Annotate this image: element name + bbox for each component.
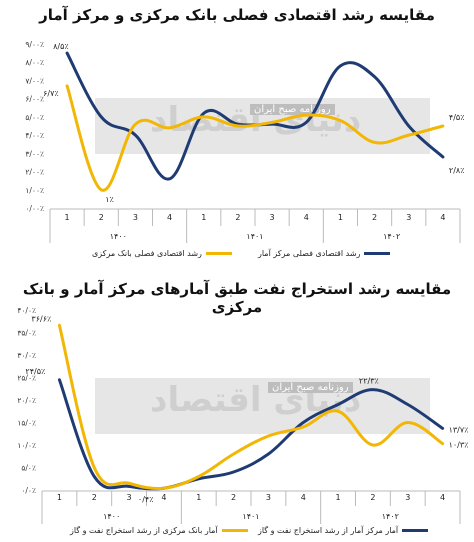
data-label: ۱۳/۷٪ — [449, 425, 469, 434]
data-label: ۲/۸٪ — [449, 166, 465, 175]
x-tick-label: 3 — [266, 493, 271, 502]
x-tick-label: 4 — [440, 493, 445, 502]
legend-swatch — [364, 252, 391, 255]
data-label: ۴/۵٪ — [449, 113, 465, 122]
x-tick-label: 2 — [92, 493, 97, 502]
x-tick-label: 4 — [304, 213, 309, 222]
x-tick-label: 2 — [231, 493, 236, 502]
x-tick-label: 3 — [127, 493, 132, 502]
x-tick-label: 4 — [440, 213, 445, 222]
legend-item: آمار مرکز آمار از رشد استخراج نفت و گاز — [258, 526, 429, 535]
legend-label: رشد اقتصادی فصلی بانک مرکزی — [92, 249, 202, 258]
y-tick-label: ۳/۰۰٪ — [25, 149, 44, 158]
legend-label: رشد اقتصادی فصلی مرکز آمار — [258, 249, 361, 258]
x-tick-label: 2 — [235, 213, 240, 222]
x-tick-label: 1 — [65, 213, 70, 222]
watermark-subtext: روزنامه صبح ایران — [268, 382, 353, 393]
chart-title: مقایسه رشد استخراج نفت طبق آمارهای مرکز … — [22, 280, 452, 316]
series-line — [57, 378, 445, 491]
watermark-band — [95, 378, 430, 434]
y-tick-label: ۲۵/۰٪ — [17, 374, 36, 383]
x-tick-label: 4 — [161, 493, 166, 502]
data-label: ۱٪ — [105, 195, 114, 204]
y-tick-label: ۴/۰۰٪ — [25, 131, 44, 140]
y-tick-label: ۸/۰۰٪ — [25, 58, 44, 67]
y-tick-label: ۲۰/۰٪ — [17, 396, 36, 405]
x-tick-label: 3 — [405, 493, 410, 502]
x-tick-label: 3 — [406, 213, 411, 222]
y-tick-label: ۷/۰۰٪ — [25, 76, 44, 85]
x-tick-label: 2 — [370, 493, 375, 502]
x-tick-label: 4 — [301, 493, 306, 502]
x-group-label: ۱۴۰۲ — [383, 232, 400, 241]
y-tick-label: ۶/۰۰٪ — [25, 95, 44, 104]
y-tick-label: ۲/۰۰٪ — [25, 168, 44, 177]
data-label: ۶/۷٪ — [43, 89, 59, 98]
series-line — [57, 323, 445, 490]
legend-swatch — [221, 529, 248, 532]
legend-item: رشد اقتصادی فصلی مرکز آمار — [258, 249, 391, 258]
legend-label: آمار مرکز آمار از رشد استخراج نفت و گاز — [258, 526, 399, 535]
x-tick-label: 3 — [133, 213, 138, 222]
y-tick-label: ۱۰/۰٪ — [17, 441, 36, 450]
chart-economic-growth: مقایسه رشد اقتصادی فصلی بانک مرکزی و مرک… — [25, 6, 465, 258]
x-group-label: ۱۴۰۱ — [242, 512, 259, 521]
x-tick-label: 1 — [336, 493, 341, 502]
y-tick-label: ۳۰/۰٪ — [17, 351, 36, 360]
y-tick-label: ۵/۰٪ — [21, 464, 36, 473]
x-group-label: ۱۴۰۱ — [246, 232, 263, 241]
y-tick-label: ۱۵/۰٪ — [17, 419, 36, 428]
x-group-label: ۱۴۰۰ — [103, 512, 120, 521]
data-label: ۸/۵٪ — [53, 42, 69, 51]
x-tick-label: 1 — [338, 213, 343, 222]
y-tick-label: ۰/۰٪ — [21, 486, 36, 495]
x-tick-label: 1 — [201, 213, 206, 222]
legend-item: رشد اقتصادی فصلی بانک مرکزی — [92, 249, 232, 258]
x-group-label: ۱۴۰۰ — [110, 232, 127, 241]
watermark-subtext: روزنامه صبح ایران — [250, 104, 335, 115]
x-tick-label: 1 — [196, 493, 201, 502]
legend-swatch — [205, 252, 232, 255]
data-label: ۲۲/۳٪ — [359, 377, 379, 386]
x-tick-label: 3 — [270, 213, 275, 222]
y-tick-label: ۴۰/۰٪ — [17, 306, 36, 315]
y-tick-label: ۰/۰۰٪ — [25, 204, 44, 213]
plot-area: ۰/۰۰٪ ۱/۰۰٪ ۲/۰۰٪ ۳/۰۰٪ ۴/۰۰٪ ۵/۰۰٪ ۶/۰۰٪ ۷/۰۰٪… — [25, 40, 465, 243]
x-tick-label: 1 — [57, 493, 62, 502]
data-label: ۱۰/۳٪ — [449, 441, 469, 450]
data-label: ۳۶/۶٪ — [31, 314, 51, 323]
series-line — [65, 84, 445, 192]
series-line — [65, 51, 445, 181]
legend-label: آمار بانک مرکزی از رشد استخراج نفت و گاز — [70, 526, 218, 535]
chart-title: مقایسه رشد اقتصادی فصلی بانک مرکزی و مرک… — [39, 6, 435, 24]
y-tick-label: ۹/۰۰٪ — [25, 40, 44, 49]
x-tick-label: 2 — [372, 213, 377, 222]
chart-oil-extraction: مقایسه رشد استخراج نفت طبق آمارهای مرکز … — [0, 272, 474, 542]
x-tick-label: 4 — [167, 213, 172, 222]
data-label: ۲۴/۵٪ — [25, 367, 45, 376]
plot-area: ۰/۰٪ ۵/۰٪ ۱۰/۰٪ ۱۵/۰٪ ۲۰/۰٪ ۲۵/۰٪ ۳۰/۰٪ ۳۵/۰٪ ۴۰… — [17, 306, 469, 524]
data-label: ۰/۴٪ — [138, 495, 154, 504]
x-group-label: ۱۴۰۲ — [382, 512, 399, 521]
x-tick-label: 2 — [99, 213, 104, 222]
y-tick-label: ۱/۰۰٪ — [25, 186, 44, 195]
legend-item: آمار بانک مرکزی از رشد استخراج نفت و گاز — [70, 526, 248, 535]
y-tick-label: ۳۵/۰٪ — [17, 329, 36, 338]
legend-swatch — [402, 529, 429, 532]
y-tick-label: ۵/۰۰٪ — [25, 113, 44, 122]
